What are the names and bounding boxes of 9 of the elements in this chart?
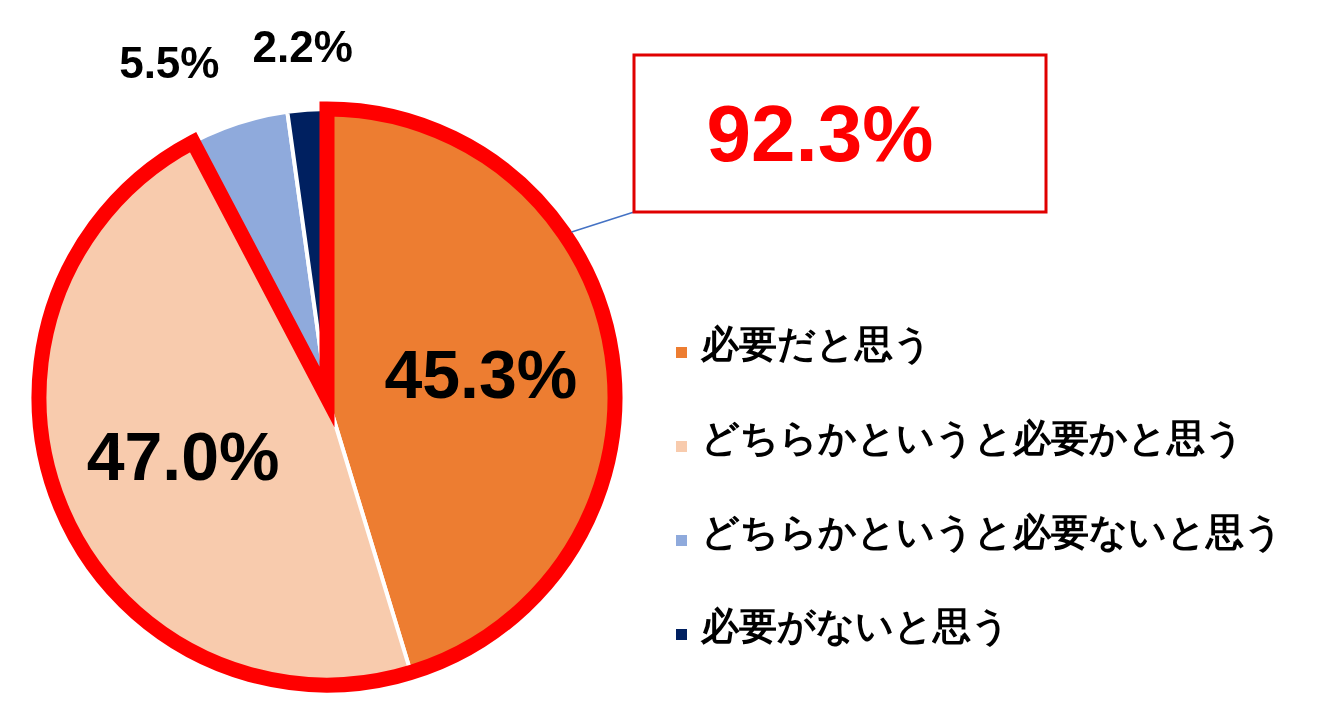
data-label: 45.3% xyxy=(384,336,578,413)
data-label: 47.0% xyxy=(86,418,280,495)
text: 92.3% xyxy=(706,89,934,178)
data-label: 2.2% xyxy=(252,21,353,71)
legend-label: どちらかというと必要かと思う xyxy=(701,417,1244,459)
legend-label: 必要がないと思う xyxy=(701,605,1010,647)
data-label: 5.5% xyxy=(119,38,220,87)
legend-label: 必要だと思う xyxy=(701,323,932,365)
legend-label: どちらかというと必要ないと思う xyxy=(701,511,1283,553)
